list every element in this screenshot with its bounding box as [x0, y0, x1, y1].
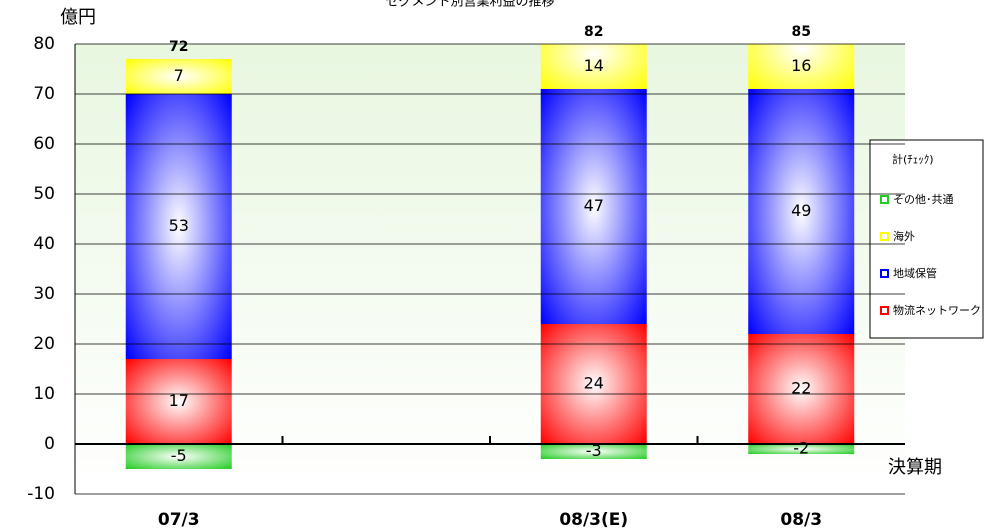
y-axis-label: 億円	[60, 7, 96, 28]
data-label: -2	[793, 439, 809, 458]
y-tick-label: 60	[33, 134, 55, 154]
data-label: 17	[169, 391, 189, 410]
legend-swatch	[880, 306, 889, 315]
bar-segment	[125, 59, 232, 94]
y-tick-label: 40	[33, 234, 55, 254]
legend-swatch	[880, 195, 889, 204]
data-label: 16	[791, 56, 811, 75]
bar-segment	[125, 444, 232, 469]
data-label: -3	[586, 441, 602, 460]
legend-label: 物流ネットワーク	[893, 303, 981, 317]
data-label: 53	[169, 216, 189, 235]
bar-segment	[540, 444, 647, 459]
data-label: 49	[791, 201, 811, 220]
y-tick-label: 10	[33, 384, 55, 404]
plot	[125, 44, 855, 469]
y-tick-label: 80	[33, 34, 55, 54]
legend-label: 海外	[893, 229, 915, 243]
bar-segment	[748, 89, 855, 334]
x-tick-label: 07/3	[158, 510, 200, 530]
total-label: 82	[584, 24, 603, 40]
legend-swatch	[880, 232, 889, 241]
bar-segment	[748, 334, 855, 444]
y-tick-label: 50	[33, 184, 55, 204]
x-tick-label: 08/3	[780, 510, 822, 530]
bar-segment	[540, 89, 647, 324]
total-label: 85	[792, 24, 811, 40]
data-label: 24	[584, 374, 604, 393]
legend-swatch	[880, 269, 889, 278]
y-tick-label: 70	[33, 84, 55, 104]
legend-label: 計(ﾁｪｯｸ)	[892, 152, 934, 166]
bar-segment	[125, 359, 232, 444]
data-label: 47	[584, 196, 604, 215]
data-label: 7	[174, 66, 184, 85]
total-label: 72	[169, 39, 188, 55]
data-label: -5	[171, 446, 187, 465]
bar-segment	[748, 444, 855, 454]
legend-label: その他･共通	[893, 193, 954, 206]
x-axis-label: 決算期	[888, 457, 942, 478]
data-label: 14	[584, 56, 604, 75]
y-tick-label: 30	[33, 284, 55, 304]
legend-label: 地域保管	[893, 266, 937, 280]
data-label: 22	[791, 379, 811, 398]
y-tick-label: 20	[33, 334, 55, 354]
chart-title: セグメント別営業利益の推移	[385, 0, 554, 10]
y-tick-label: 0	[44, 434, 55, 454]
y-tick-label: -10	[27, 484, 55, 504]
bar-segment	[540, 44, 647, 89]
bar-segment	[748, 44, 855, 89]
bar-segment	[125, 94, 232, 359]
x-tick-label: 08/3(E)	[559, 510, 628, 530]
